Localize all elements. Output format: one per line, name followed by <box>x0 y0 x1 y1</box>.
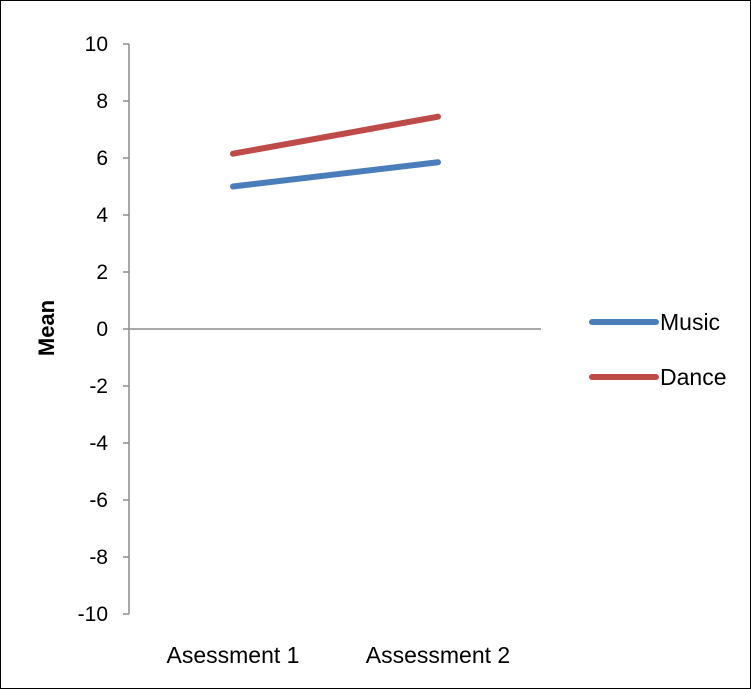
legend: Music Dance <box>589 309 726 390</box>
y-tick-label: -8 <box>89 546 108 569</box>
y-tick-label: 2 <box>96 261 108 284</box>
y-tick-label: 0 <box>96 318 108 341</box>
legend-label-music: Music <box>660 309 720 335</box>
y-tick-label: -2 <box>89 375 108 398</box>
y-tick-label: 4 <box>96 204 108 227</box>
legend-label-dance: Dance <box>660 364 726 390</box>
y-tick-label: 6 <box>96 147 108 170</box>
y-tick-label: -10 <box>78 603 108 626</box>
series-lines <box>230 113 441 190</box>
y-tick-label: -4 <box>89 432 108 455</box>
x-category-label: Assessment 2 <box>366 642 510 668</box>
y-tick-label: 8 <box>96 90 108 113</box>
y-axis-label: Mean <box>34 300 59 356</box>
x-category-label: Asessment 1 <box>167 642 300 668</box>
series-line-music <box>230 159 441 190</box>
y-axis: 10 8 6 4 2 0 -2 -4 -6 -8 -10 <box>78 33 130 626</box>
y-tick-label: 10 <box>85 33 108 56</box>
x-axis: Asessment 1 Assessment 2 <box>129 328 541 668</box>
series-line-dance <box>230 113 441 157</box>
y-tick-label: -6 <box>89 489 108 512</box>
